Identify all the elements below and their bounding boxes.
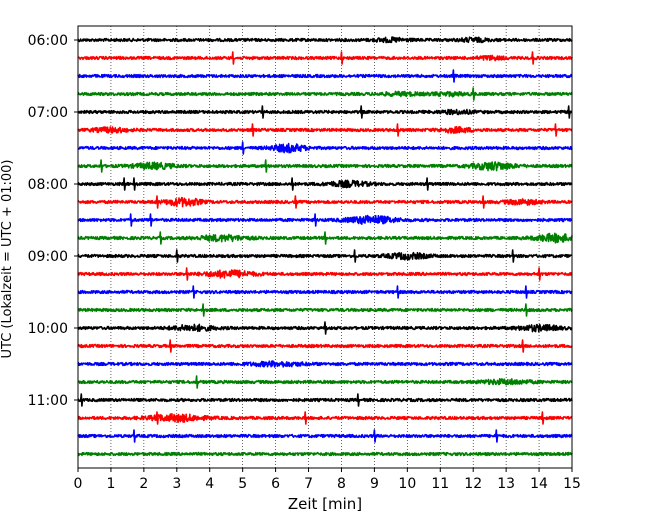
trace-1115 [77, 411, 573, 425]
x-tick-label: 9 [370, 476, 379, 492]
x-tick-label: 3 [172, 476, 181, 492]
plot-frame [77, 25, 573, 469]
x-tick-label: 5 [238, 476, 247, 492]
x-tick-label: 6 [271, 476, 280, 492]
x-tick-label: 0 [74, 476, 83, 492]
trace-0845 [77, 231, 573, 245]
y-tick-label: 08:00 [28, 177, 68, 193]
x-axis-ticks: 0 1 2 3 4 5 6 7 8 9 10 11 12 13 14 15 [74, 468, 581, 492]
y-tick-label: 09:00 [28, 249, 68, 265]
trace-0600 [77, 36, 573, 44]
x-tick-label: 11 [431, 476, 449, 492]
trace-0815 [77, 195, 573, 209]
trace-0615 [77, 51, 573, 65]
y-tick-label: 06:00 [28, 33, 68, 49]
traces [77, 36, 573, 457]
trace-1015 [77, 339, 573, 353]
trace-0745 [77, 159, 573, 173]
x-tick-label: 7 [304, 476, 313, 492]
x-tick-label: 8 [337, 476, 346, 492]
y-tick-label: 10:00 [28, 321, 68, 337]
x-tick-label: 10 [398, 476, 416, 492]
y-tick-label: 07:00 [28, 105, 68, 121]
x-tick-label: 14 [530, 476, 548, 492]
trace-0715 [77, 123, 573, 137]
trace-0900 [77, 249, 573, 263]
x-axis-label: Zeit [min] [288, 495, 362, 513]
trace-1145 [77, 451, 573, 457]
trace-0700 [77, 105, 573, 119]
trace-0645 [77, 87, 573, 101]
x-tick-label: 12 [464, 476, 482, 492]
trace-1130 [77, 429, 573, 443]
trace-1100 [77, 393, 573, 407]
trace-0800 [77, 177, 573, 191]
x-tick-label: 13 [497, 476, 515, 492]
trace-0930 [77, 285, 573, 299]
x-tick-label: 4 [205, 476, 214, 492]
y-axis-ticks: 06:00 07:00 08:00 09:00 10:00 11:00 [28, 33, 78, 409]
trace-0945 [77, 303, 573, 317]
trace-0630 [77, 69, 573, 83]
trace-1045 [77, 375, 573, 389]
trace-0730 [77, 141, 573, 155]
y-axis-label: UTC (Lokalzeit = UTC + 01:00) [0, 160, 15, 359]
x-tick-label: 1 [106, 476, 115, 492]
x-tick-label: 15 [563, 476, 581, 492]
trace-1030 [77, 360, 573, 368]
trace-1000 [77, 321, 573, 335]
y-tick-label: 11:00 [28, 393, 68, 409]
trace-0915 [77, 267, 573, 281]
trace-0830 [77, 213, 573, 227]
x-tick-label: 2 [139, 476, 148, 492]
